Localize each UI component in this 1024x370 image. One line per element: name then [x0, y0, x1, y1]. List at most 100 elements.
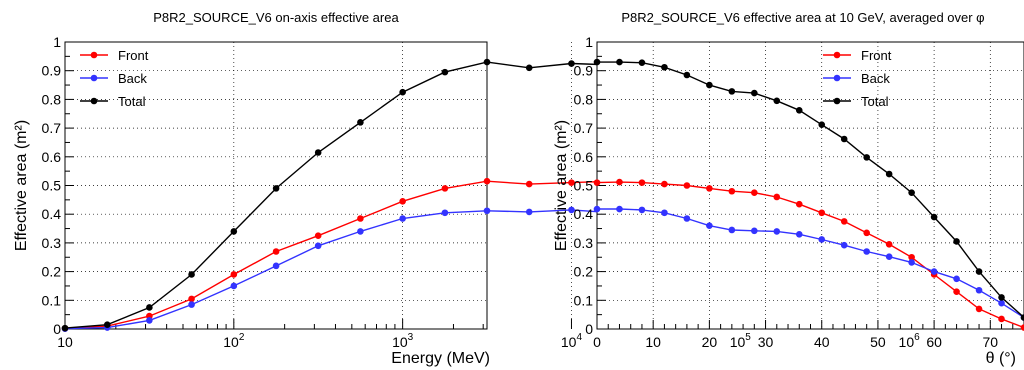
total-data-point: [272, 185, 280, 192]
y-tick-label: 0.1: [574, 292, 594, 308]
total-data-point: [706, 81, 713, 89]
back-data-point: [728, 226, 736, 234]
total-data-point: [908, 189, 915, 196]
back-data-point: [525, 208, 533, 216]
total-data-point: [975, 268, 983, 275]
x-tick-exponent: 5: [745, 332, 751, 343]
back-data-point: [863, 248, 870, 255]
total-data-point: [728, 88, 736, 95]
y-tick-label: 0.9: [574, 63, 594, 79]
back-data-point: [975, 286, 983, 294]
front-data-point: [885, 241, 893, 248]
back-data-point: [930, 268, 938, 275]
back-data-point: [840, 241, 848, 249]
y-tick-label: 0.4: [574, 206, 594, 222]
back-data-point: [706, 222, 713, 229]
y-tick-label: 0.4: [42, 206, 62, 222]
legend-total-label: Total: [861, 94, 889, 109]
front-data-point: [751, 189, 758, 196]
back-data-point: [953, 275, 960, 283]
x-tick-label: 60: [926, 334, 942, 350]
back-data-point: [188, 301, 195, 308]
front-data-point: [795, 200, 803, 208]
chart-title: P8R2_SOURCE_V6 effective area at 10 GeV,…: [621, 10, 984, 25]
front-series-line: [596, 181, 1024, 329]
x-tick-label: 10: [57, 334, 73, 350]
back-data-point: [314, 242, 322, 250]
total-data-point: [616, 58, 623, 66]
x-tick-label: 105: [730, 332, 752, 350]
front-data-point: [525, 180, 533, 188]
x-tick-exponent: 4: [576, 332, 582, 343]
front-data-point: [818, 209, 826, 217]
legend-front-label: Front: [118, 48, 149, 63]
front-data-point: [568, 179, 575, 186]
y-tick-label: 0.2: [42, 264, 62, 280]
x-tick-base: 10: [392, 334, 408, 350]
y-tick-label: 0.1: [42, 292, 62, 308]
x-tick-exponent: 2: [239, 332, 245, 343]
front-data-point: [863, 229, 870, 237]
y-tick-label: 0.9: [42, 63, 62, 79]
y-tick-label: 1: [53, 34, 61, 50]
back-data-point: [638, 206, 646, 214]
total-data-point: [230, 228, 238, 235]
x-tick-label: 0: [593, 334, 601, 350]
x-tick-label: 30: [758, 334, 774, 350]
front-data-point: [593, 179, 601, 186]
x-tick-label: 102: [223, 332, 245, 350]
legend-total-label: Total: [118, 94, 146, 109]
back-data-point: [683, 215, 691, 222]
y-tick-label: 0: [53, 321, 61, 337]
theta-effective-area-chart: 00.10.20.30.40.50.60.70.80.910 10 20 30 40 50…: [553, 10, 1024, 367]
x-tick-label: 40: [814, 334, 830, 350]
total-data-point: [593, 58, 601, 66]
back-data-point: [751, 227, 758, 235]
back-data-point: [483, 207, 491, 215]
total-data-point: [188, 271, 195, 278]
x-tick-base: 10: [223, 334, 239, 350]
x-tick-label: 70: [983, 334, 999, 350]
y-tick-label: 0: [585, 321, 593, 337]
chart-title: P8R2_SOURCE_V6 on-axis effective area: [153, 10, 399, 25]
back-data-point: [818, 236, 826, 243]
legend-back-marker: [90, 74, 98, 82]
total-data-point: [840, 135, 848, 143]
legend-back-label: Back: [861, 71, 890, 86]
total-data-point: [146, 304, 153, 311]
x-tick-base: 10: [561, 334, 577, 350]
front-data-point: [638, 179, 646, 186]
plot-frame: [596, 41, 1024, 330]
front-data-point: [728, 187, 736, 195]
total-data-point: [930, 213, 938, 221]
front-data-point: [616, 178, 623, 186]
y-tick-label: 0.3: [42, 235, 62, 251]
legend-total-marker: [90, 97, 98, 105]
front-data-point: [953, 288, 960, 295]
total-data-point: [998, 294, 1005, 301]
front-data-point: [706, 185, 713, 192]
y-tick-label: 0.7: [574, 120, 594, 136]
total-data-point: [863, 154, 870, 161]
back-data-point: [230, 282, 238, 290]
legend-front-marker: [90, 51, 98, 59]
front-data-point: [908, 253, 915, 261]
front-data-point: [840, 218, 848, 225]
y-tick-label: 0.6: [574, 149, 594, 165]
back-data-point: [568, 206, 575, 214]
front-data-point: [399, 197, 406, 205]
total-data-point: [638, 59, 646, 66]
front-data-point: [975, 305, 983, 313]
total-data-point: [61, 324, 69, 332]
total-data-point: [751, 89, 758, 97]
back-data-point: [773, 228, 781, 235]
x-tick-label: 103: [392, 332, 414, 350]
legend-total-marker: [833, 97, 841, 105]
y-tick-label: 0.5: [574, 178, 594, 194]
total-data-point: [314, 149, 322, 156]
x-axis-label: θ (°): [986, 350, 1016, 367]
back-data-point: [272, 262, 280, 270]
front-data-point: [314, 232, 322, 240]
legend-front-marker: [833, 51, 841, 59]
